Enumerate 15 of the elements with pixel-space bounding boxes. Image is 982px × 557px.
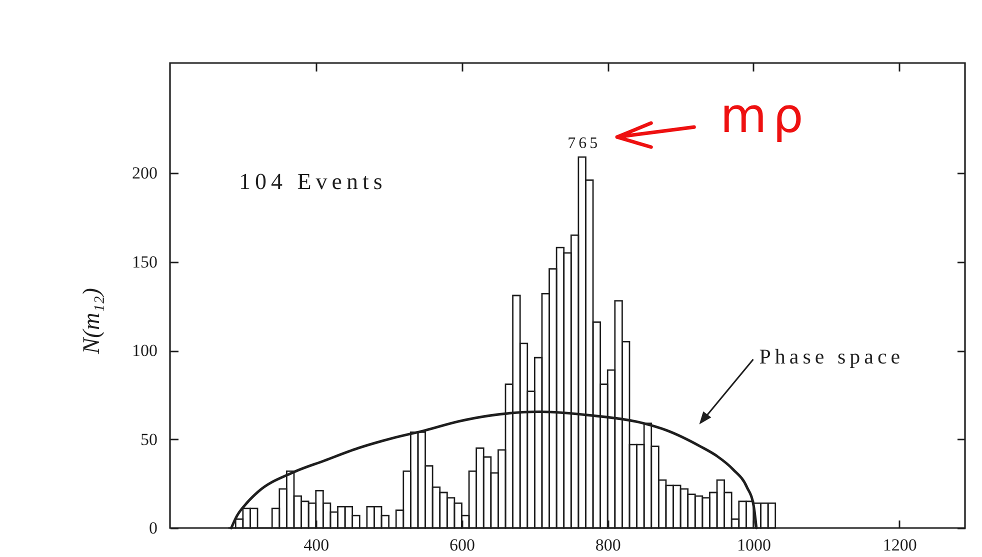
y-axis-title: N(m₁₂) [79,288,105,356]
x-tick-label: 600 [449,536,475,554]
x-tick-label: 800 [595,536,621,554]
annotation: mρ [720,88,810,144]
y-tick-label: 100 [132,341,158,360]
x-tick-label: 400 [304,536,330,554]
y-tick-label: 0 [149,518,158,538]
text: Phase space [759,344,904,368]
y-tick-label: 50 [140,430,158,449]
x-tick-label: 1000 [736,536,771,554]
y-tick-label: 150 [132,252,158,272]
annotation: 765 [568,135,601,152]
x-tick-label: 1200 [882,536,917,554]
y-tick-label: 200 [132,164,158,183]
annotation: 104 Events [239,169,387,194]
